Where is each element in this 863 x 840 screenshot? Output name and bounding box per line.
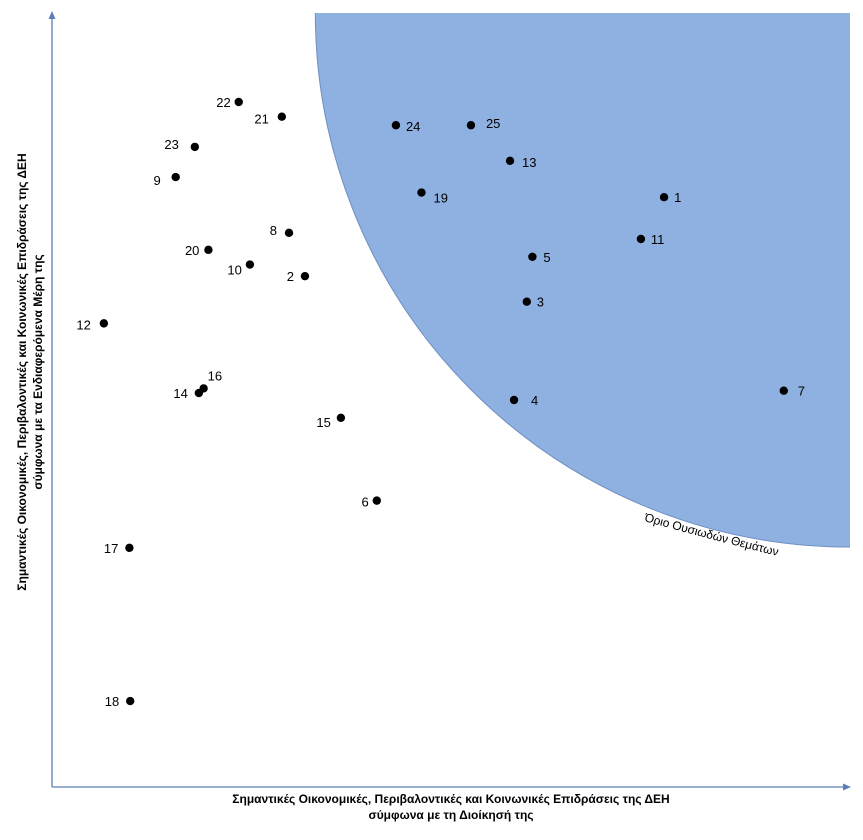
data-label-5: 5 <box>543 250 550 265</box>
data-label-21: 21 <box>254 112 268 127</box>
data-label-15: 15 <box>316 415 330 430</box>
y-axis-title-line-2: σύμφωνα με τα Ενδιαφερόμενα Μέρη της <box>31 254 45 489</box>
data-point-22 <box>234 97 243 107</box>
data-point-25 <box>466 121 476 130</box>
data-label-4: 4 <box>531 393 538 408</box>
y-axis-title-line-1: Σημαντικές Οικονομικές, Περιβαλοντικές κ… <box>15 153 29 590</box>
data-label-7: 7 <box>798 384 805 399</box>
data-label-17: 17 <box>104 541 118 556</box>
data-point-15 <box>336 413 346 423</box>
data-label-16: 16 <box>208 368 222 383</box>
data-label-20: 20 <box>185 243 199 258</box>
material-topics-region <box>315 13 850 548</box>
y-axis-arrow <box>48 11 56 19</box>
data-point-6 <box>372 496 381 505</box>
data-label-10: 10 <box>227 263 241 278</box>
data-point-10 <box>245 260 255 269</box>
data-label-24: 24 <box>406 119 420 134</box>
data-point-7 <box>779 386 788 395</box>
axes <box>48 11 851 791</box>
data-label-9: 9 <box>153 173 160 188</box>
data-point-19 <box>417 188 426 197</box>
x-axis-title-line-2: σύμφωνα με τη Διοίκησή της <box>368 808 533 822</box>
data-point-2 <box>300 271 310 281</box>
data-label-2: 2 <box>287 269 294 284</box>
data-point-20 <box>204 245 213 255</box>
data-label-22: 22 <box>216 95 230 110</box>
data-point-12 <box>99 319 109 328</box>
data-point-4 <box>509 395 519 405</box>
data-label-8: 8 <box>270 223 277 238</box>
data-label-18: 18 <box>105 694 119 709</box>
data-point-23 <box>190 142 200 152</box>
data-label-12: 12 <box>76 317 90 332</box>
data-point-5 <box>528 252 537 262</box>
data-label-6: 6 <box>362 495 369 510</box>
data-label-23: 23 <box>164 137 178 152</box>
data-point-24 <box>391 121 401 130</box>
data-point-21 <box>277 112 287 121</box>
data-point-18 <box>126 696 135 706</box>
data-label-1: 1 <box>674 190 681 205</box>
data-label-11: 11 <box>651 232 665 247</box>
data-point-3 <box>522 297 532 306</box>
data-point-11 <box>636 234 646 244</box>
x-axis-title-line-1: Σημαντικές Οικονομικές, Περιβαλοντικές κ… <box>232 792 669 806</box>
data-label-25: 25 <box>486 116 500 131</box>
data-label-14: 14 <box>173 386 187 401</box>
data-point-16 <box>199 384 208 393</box>
data-label-13: 13 <box>522 155 536 170</box>
data-label-3: 3 <box>537 295 544 310</box>
data-point-8 <box>284 228 294 238</box>
data-point-1 <box>659 193 669 202</box>
data-point-13 <box>505 156 515 166</box>
x-axis-arrow <box>843 783 851 791</box>
data-point-9 <box>171 172 180 182</box>
data-point-17 <box>125 543 134 553</box>
data-label-19: 19 <box>433 191 447 206</box>
